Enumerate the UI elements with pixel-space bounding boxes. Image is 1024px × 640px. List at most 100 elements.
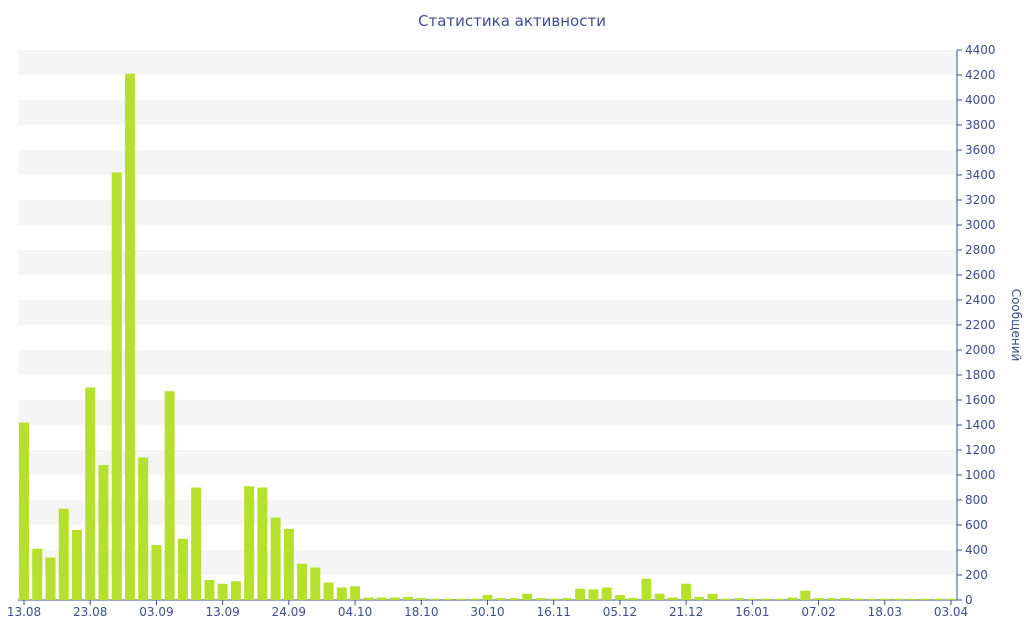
bar: [720, 598, 731, 600]
x-tick-label: 07.02: [801, 605, 835, 619]
bar: [283, 528, 294, 600]
bar: [482, 595, 493, 600]
bar: [654, 593, 665, 600]
bar: [508, 598, 519, 600]
bar: [456, 598, 467, 600]
bar: [641, 578, 652, 600]
bar: [548, 598, 559, 600]
grid-band: [18, 400, 957, 425]
bar: [191, 487, 202, 600]
bar: [403, 596, 414, 600]
bar: [442, 598, 453, 600]
bar: [19, 422, 29, 600]
bar: [840, 598, 851, 600]
bar: [350, 586, 361, 600]
y-tick-label: 2000: [965, 343, 996, 357]
bar: [164, 391, 175, 600]
x-tick-label: 30.10: [470, 605, 504, 619]
bar: [681, 583, 692, 600]
x-tick-label: 18.03: [868, 605, 902, 619]
bar: [177, 538, 188, 600]
y-tick-label: 400: [965, 543, 988, 557]
x-tick-label: 18.10: [404, 605, 438, 619]
bar: [336, 587, 347, 600]
grid-band: [18, 250, 957, 275]
y-tick-label: 4000: [965, 93, 996, 107]
y-tick-label: 4200: [965, 68, 996, 82]
grid-band: [18, 500, 957, 525]
bar: [58, 508, 69, 600]
y-axis-label: Сообщений: [1009, 289, 1023, 362]
y-tick-label: 800: [965, 493, 988, 507]
y-tick-label: 3600: [965, 143, 996, 157]
bar: [270, 517, 281, 600]
bar: [800, 590, 811, 600]
y-tick-label: 2800: [965, 243, 996, 257]
bar: [614, 595, 625, 600]
bar: [85, 387, 96, 600]
bar: [906, 598, 917, 600]
y-tick-label: 2400: [965, 293, 996, 307]
bar: [257, 487, 268, 600]
bar: [601, 587, 612, 600]
bar: [747, 598, 758, 600]
x-tick-label: 03.09: [139, 605, 173, 619]
y-tick-label: 4400: [965, 43, 996, 57]
y-tick-label: 200: [965, 568, 988, 582]
bar: [124, 73, 135, 600]
bar: [760, 598, 771, 600]
bar: [628, 598, 639, 600]
bar: [389, 597, 400, 600]
bar: [217, 583, 228, 600]
x-tick-label: 16.01: [735, 605, 769, 619]
y-tick-label: 1400: [965, 418, 996, 432]
bar: [826, 598, 837, 600]
x-tick-label: 05.12: [603, 605, 637, 619]
y-tick-label: 3000: [965, 218, 996, 232]
y-tick-label: 2600: [965, 268, 996, 282]
chart-title: Статистика активности: [418, 12, 606, 30]
bar: [32, 548, 43, 600]
x-tick-label: 13.09: [205, 605, 239, 619]
bar: [98, 465, 109, 600]
grid-band: [18, 350, 957, 375]
x-tick-label: 16.11: [537, 605, 571, 619]
bar: [575, 588, 586, 600]
bar: [734, 598, 745, 600]
bar: [45, 557, 56, 600]
bar: [932, 598, 943, 600]
bar: [561, 598, 572, 600]
bar: [495, 598, 506, 600]
x-tick-label: 04.10: [338, 605, 372, 619]
bar: [376, 597, 387, 600]
x-tick-label: 03.04: [934, 605, 968, 619]
bar: [416, 598, 427, 600]
bar: [111, 172, 122, 600]
y-tick-label: 3400: [965, 168, 996, 182]
grid-band: [18, 150, 957, 175]
bar: [707, 593, 718, 600]
bar: [588, 589, 599, 600]
bar: [946, 598, 956, 600]
grid-band: [18, 200, 957, 225]
y-tick-label: 1000: [965, 468, 996, 482]
bar: [694, 596, 705, 600]
bar: [522, 593, 533, 600]
y-tick-label: 1600: [965, 393, 996, 407]
bar: [310, 567, 321, 600]
y-tick-label: 3800: [965, 118, 996, 132]
bar: [787, 597, 798, 600]
grid-band: [18, 100, 957, 125]
bar: [469, 598, 480, 600]
x-tick-label: 24.09: [272, 605, 306, 619]
bar: [151, 545, 162, 600]
bar: [323, 582, 334, 600]
bar: [919, 598, 930, 600]
bar: [138, 457, 149, 600]
bar: [667, 597, 678, 600]
bar: [893, 598, 904, 600]
x-tick-label: 21.12: [669, 605, 703, 619]
x-tick-label: 23.08: [73, 605, 107, 619]
bar: [204, 580, 215, 600]
